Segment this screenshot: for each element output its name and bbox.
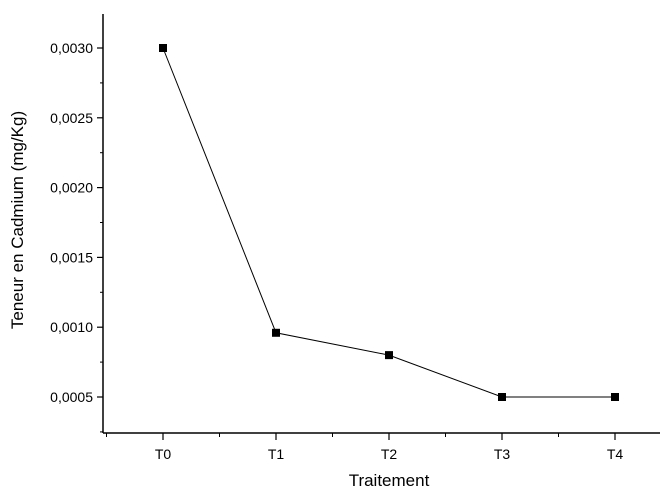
x-ticks: T0 T1 T2 T3 T4	[106, 433, 624, 462]
y-tick-label: 0,0020	[50, 180, 93, 196]
data-point	[611, 393, 619, 401]
x-tick-label: T3	[494, 446, 511, 462]
x-tick-label: T2	[381, 446, 398, 462]
data-point	[498, 393, 506, 401]
y-ticks: 0,0005 0,0010 0,0015 0,0020 0,0025 0,0030	[50, 40, 103, 433]
series-line	[162, 47, 615, 398]
x-axis-title: Traitement	[349, 471, 430, 490]
series-layer	[159, 44, 619, 401]
y-tick-label: 0,0015	[50, 249, 93, 265]
y-tick-label: 0,0030	[50, 40, 93, 56]
data-point	[159, 44, 167, 52]
data-point	[272, 328, 280, 337]
y-tick-label: 0,0010	[50, 319, 93, 335]
data-point	[385, 351, 393, 360]
x-tick-label: T4	[607, 446, 624, 462]
x-tick-label: T0	[155, 446, 172, 462]
y-axis-title: Teneur en Cadmium (mg/Kg)	[8, 111, 27, 329]
y-tick-label: 0,0005	[50, 389, 93, 405]
x-tick-label: T1	[268, 446, 285, 462]
y-tick-label: 0,0025	[50, 110, 93, 126]
